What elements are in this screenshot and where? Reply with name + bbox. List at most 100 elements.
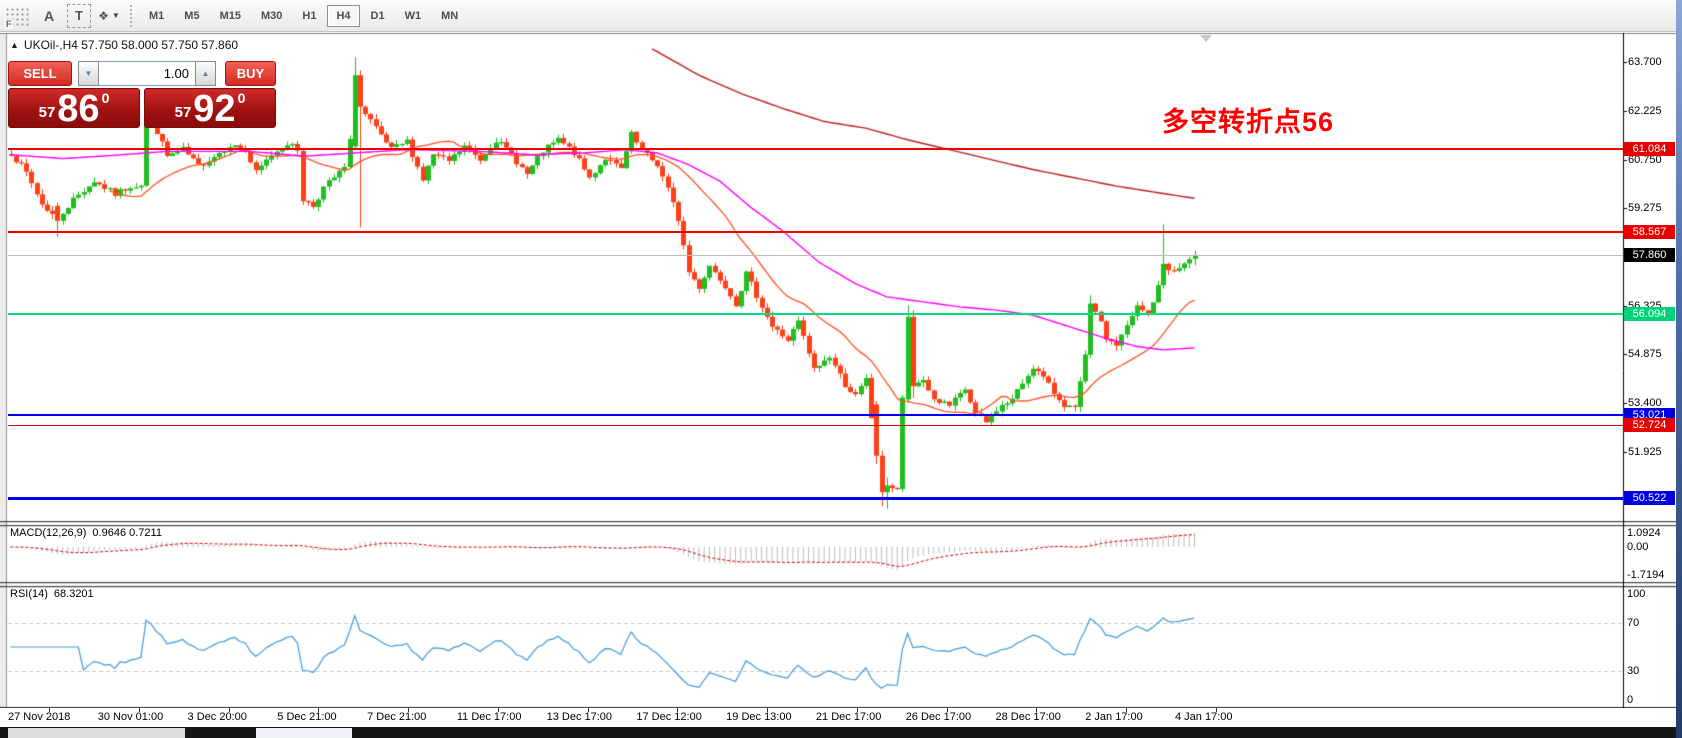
buy-price-box[interactable]: 57 92 0: [144, 88, 276, 128]
timeframe-button-m5[interactable]: M5: [184, 9, 200, 22]
time-axis-label: 7 Dec 21:00: [367, 711, 427, 723]
time-axis-tick: [318, 708, 320, 712]
rsi-axis-label: 70: [1627, 617, 1640, 629]
price-badge-52724: 52.724: [1624, 418, 1675, 433]
window-edge: [1676, 0, 1682, 738]
arrows-tool-icon: ❖: [98, 8, 109, 23]
time-axis-tick: [1126, 708, 1128, 712]
timeframe-button-h1[interactable]: H1: [302, 9, 317, 22]
triangle-up-icon: ▲: [201, 69, 210, 78]
time-axis-label: 5 Dec 21:00: [277, 711, 337, 723]
time-axis-label: 30 Nov 01:00: [97, 711, 164, 723]
time-axis-label: 3 Dec 20:00: [187, 711, 247, 723]
macd-axis-label: -1.7194: [1627, 568, 1665, 581]
time-axis-tick: [587, 708, 589, 712]
buy-price-big: 92: [193, 88, 236, 130]
text-tool-button[interactable]: T: [67, 3, 91, 28]
time-axis-tick: [1216, 708, 1217, 712]
price-badge-58567: 58.567: [1624, 224, 1675, 239]
macd-axis-label: 1.0924: [1627, 527, 1661, 539]
time-axis-tick: [408, 708, 410, 712]
symbol-ohlc-title: UKOil-,H4 57.750 58.000 57.750 57.860: [23, 38, 239, 52]
timeframe-button-m30[interactable]: M30: [260, 9, 283, 22]
rsi-label: RSI(14): [10, 588, 48, 600]
hline-52724[interactable]: [8, 424, 1623, 426]
grip-f-label: F: [5, 18, 13, 29]
hline-58567[interactable]: [8, 230, 1623, 233]
time-axis-label: 21 Dec 17:00: [815, 711, 882, 723]
toolbar-grip-icon[interactable]: F: [4, 5, 30, 29]
price-tick-label: 63.700: [1628, 56, 1662, 68]
triangle-down-icon: ▼: [84, 69, 93, 78]
volume-increase-button[interactable]: ▲: [195, 61, 216, 86]
arrows-tool-button[interactable]: ❖ ▼: [97, 4, 121, 28]
price-badge-50522: 50.522: [1624, 491, 1675, 505]
taskbar-segment[interactable]: [256, 728, 352, 738]
sell-price-box[interactable]: 57 86 0: [8, 88, 140, 128]
macd-values: 0.9646 0.7211: [92, 527, 162, 539]
timeframe-bar: M1 M5 M15 M30 H1 H4 D1 W1 MN: [140, 4, 469, 27]
price-tick-label: 62.225: [1628, 104, 1662, 117]
rsi-axis-label: 0: [1627, 694, 1634, 706]
sell-price-big: 86: [57, 88, 100, 130]
label-tool-button[interactable]: A: [37, 4, 61, 28]
buy-price-pip: 0: [237, 90, 246, 106]
taskbar-strip: [0, 727, 1682, 738]
macd-label-row: MACD(12,26,9) 0.9646 0.7211: [10, 527, 162, 539]
hline-50522[interactable]: [8, 496, 1623, 500]
rsi-axis-label: 100: [1627, 588, 1646, 600]
one-click-trading-panel: SELL ▼ ▲ BUY 57 86 0 57 92 0: [8, 61, 276, 128]
time-axis-label: 2 Jan 17:00: [1085, 711, 1143, 723]
time-axis-tick: [49, 708, 50, 712]
hline-61084[interactable]: [8, 147, 1623, 150]
one-click-panel-toggle-icon[interactable]: ▲: [10, 40, 19, 50]
time-axis-label: 13 Dec 17:00: [546, 711, 613, 723]
time-axis-label: 26 Dec 17:00: [905, 711, 972, 723]
text-tool-icon: T: [75, 8, 83, 23]
current-price-line: [8, 254, 1623, 256]
volume-decrease-button[interactable]: ▼: [78, 61, 99, 86]
hline-56094[interactable]: [8, 312, 1623, 315]
time-axis-tick: [767, 708, 769, 712]
timeframe-button-mn[interactable]: MN: [441, 9, 459, 22]
rsi-value: 68.3201: [53, 588, 94, 600]
toolbar-separator: [130, 4, 132, 27]
label-tool-icon: A: [43, 7, 55, 24]
chart-text-annotation[interactable]: 多空转折点56: [1162, 107, 1335, 137]
chart-title-bar: ▲ UKOil-,H4 57.750 58.000 57.750 57.860: [10, 38, 238, 52]
rsi-axis-label: 30: [1627, 665, 1640, 677]
price-badge-56094: 56.094: [1624, 306, 1675, 321]
time-axis-tick: [138, 708, 140, 712]
price-chart-canvas[interactable]: [0, 33, 1682, 708]
hline-53021[interactable]: [8, 414, 1623, 417]
rsi-label-row: RSI(14) 68.3201: [10, 588, 94, 600]
volume-input[interactable]: [99, 61, 195, 86]
chart-shift-marker-icon[interactable]: [1200, 35, 1212, 42]
time-axis-label: 4 Jan 17:00: [1175, 711, 1233, 723]
timeframe-button-w1[interactable]: W1: [404, 9, 422, 22]
current-price-badge: 57.860: [1624, 248, 1675, 263]
timeframe-button-m1[interactable]: M1: [149, 9, 165, 22]
price-badge-61084: 61.084: [1624, 141, 1675, 156]
price-tick-label: 53.400: [1628, 396, 1662, 409]
time-axis-label: 28 Dec 17:00: [995, 711, 1061, 723]
time-axis-tick: [1036, 708, 1038, 712]
time-axis-tick: [946, 708, 948, 712]
buy-button[interactable]: BUY: [225, 61, 276, 86]
timeframe-button-m15[interactable]: M15: [219, 9, 241, 22]
timeframe-button-d1[interactable]: D1: [370, 9, 385, 22]
buy-price-prefix: 57: [174, 104, 192, 121]
timeframe-button-h4[interactable]: H4: [327, 4, 360, 27]
price-tick-label: 54.875: [1628, 347, 1662, 360]
toolbar: F A T ❖ ▼ M1 M5 M15 M30 H1 H4 D1 W1 MN: [0, 0, 1682, 32]
sell-price-prefix: 57: [38, 104, 56, 121]
time-axis: 27 Nov 2018 30 Nov 01:00 3 Dec 20:00 5 Dec …: [0, 708, 1682, 727]
price-tick-label: 59.275: [1628, 202, 1662, 215]
time-axis-label: 27 Nov 2018: [8, 711, 71, 723]
time-axis-label: 17 Dec 12:00: [636, 711, 702, 723]
price-tick-label: 60.750: [1628, 153, 1662, 166]
sell-price-pip: 0: [101, 90, 110, 106]
taskbar-segment[interactable]: [8, 728, 185, 738]
chevron-down-icon: ▼: [111, 11, 120, 20]
sell-button[interactable]: SELL: [8, 61, 72, 86]
